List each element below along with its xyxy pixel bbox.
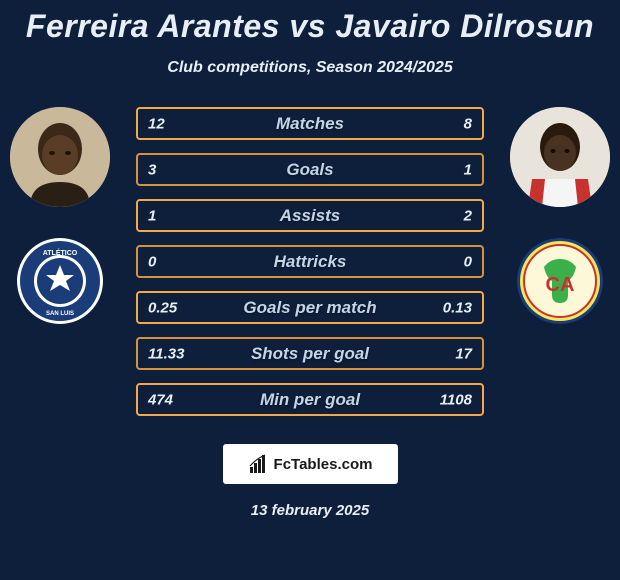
club-right-badge-icon: CA [516,237,604,325]
stat-value-left: 1 [148,207,156,224]
stat-value-left: 0 [148,253,156,270]
stat-label: Assists [280,206,340,226]
stat-label: Goals per match [243,298,376,318]
stat-value-left: 3 [148,161,156,178]
stat-value-right: 1 [464,161,472,178]
stat-row: 3 Goals 1 [136,153,484,186]
stat-row: 1 Assists 2 [136,199,484,232]
player-right-photo-icon [510,107,610,207]
svg-text:ATLÉTICO: ATLÉTICO [43,248,78,257]
stat-label: Min per goal [260,390,360,410]
stat-row: 0 Hattricks 0 [136,245,484,278]
stat-value-right: 17 [455,345,472,362]
stat-row: 12 Matches 8 [136,107,484,140]
player-left-avatar [10,107,110,207]
date-text: 13 february 2025 [0,502,620,519]
player-right-avatar [510,107,610,207]
stat-value-right: 2 [464,207,472,224]
stat-row: 474 Min per goal 1108 [136,383,484,416]
subtitle: Club competitions, Season 2024/2025 [0,59,620,77]
svg-text:SAN LUIS: SAN LUIS [46,311,74,317]
stat-label: Goals [286,160,333,180]
stat-label: Shots per goal [251,344,369,364]
fctables-logo-icon [248,453,270,475]
stat-label: Hattricks [274,252,347,272]
watermark-text: FcTables.com [274,456,373,473]
stat-value-right: 0.13 [443,299,472,316]
stat-row: 0.25 Goals per match 0.13 [136,291,484,324]
club-left-badge-icon: ATLÉTICO SAN LUIS [16,237,104,325]
stat-value-left: 0.25 [148,299,177,316]
stat-value-right: 1108 [440,391,472,408]
club-left-badge: ATLÉTICO SAN LUIS [16,237,104,325]
stat-value-left: 474 [148,391,173,408]
stat-value-left: 11.33 [148,345,184,362]
stat-row: 11.33 Shots per goal 17 [136,337,484,370]
stats-table: 12 Matches 8 3 Goals 1 1 Assists 2 0 Hattricks 0 0.2… [136,107,484,416]
watermark: FcTables.com [223,444,398,484]
club-right-badge: CA [516,237,604,325]
player-left-photo-icon [10,107,110,207]
page-title: Ferreira Arantes vs Javairo Dilrosun [0,0,620,45]
svg-text:CA: CA [546,274,575,296]
stat-value-right: 0 [464,253,472,270]
comparison-content: ATLÉTICO SAN LUIS CA 12 Matches 8 3 Goals 1 1 A… [0,107,620,416]
stat-value-right: 8 [464,115,472,132]
stat-value-left: 12 [148,115,165,132]
stat-label: Matches [276,114,344,134]
